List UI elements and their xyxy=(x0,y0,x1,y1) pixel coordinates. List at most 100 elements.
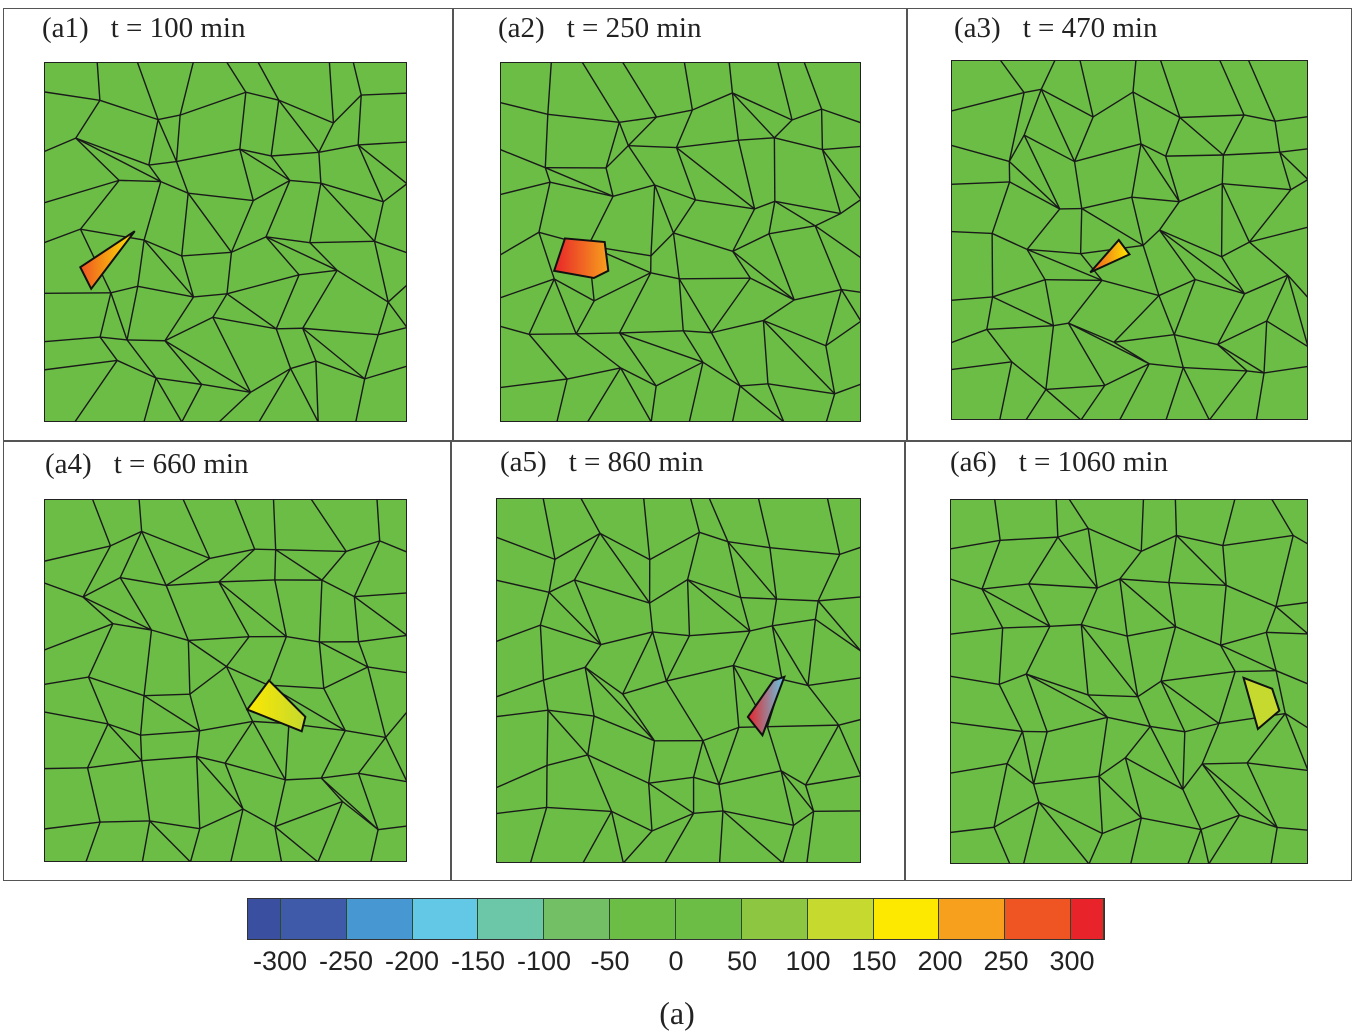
grain-boundary xyxy=(364,334,379,380)
grain-boundary xyxy=(618,332,657,387)
grain-boundary xyxy=(999,361,1013,420)
grain-boundary xyxy=(702,740,720,785)
grain-boundary xyxy=(1247,60,1276,122)
grain-boundary xyxy=(1140,143,1180,203)
grain-boundary xyxy=(318,122,335,153)
grain-boundary xyxy=(225,636,250,667)
grain-boundary xyxy=(777,62,793,121)
grain-boundary xyxy=(1126,635,1139,697)
grain-boundary xyxy=(1221,241,1250,258)
grain-boundary xyxy=(1025,389,1047,420)
grain-boundary xyxy=(1160,626,1177,682)
grain-boundary xyxy=(710,332,741,387)
grain-boundary xyxy=(195,756,201,829)
grain-boundary xyxy=(373,201,385,242)
grain-boundary xyxy=(385,737,407,782)
grain-boundary xyxy=(687,579,751,632)
grain-boundary xyxy=(1202,762,1248,765)
grain-boundary xyxy=(817,600,861,652)
grain-boundary xyxy=(825,320,861,347)
grain-boundary xyxy=(75,137,150,166)
grain-boundary xyxy=(981,588,1051,627)
grain-boundary xyxy=(1246,762,1278,828)
grain-boundary xyxy=(1113,333,1175,343)
grain-boundary xyxy=(820,109,824,150)
grain-boundary xyxy=(672,199,697,234)
grain-boundary xyxy=(274,826,283,862)
grain-boundary xyxy=(722,810,784,863)
grain-boundary xyxy=(357,737,387,774)
grain-boundary xyxy=(773,119,793,139)
grain-boundary xyxy=(1200,814,1240,831)
grain-boundary xyxy=(1270,827,1278,864)
grain-boundary xyxy=(807,684,840,726)
grain-boundary xyxy=(781,678,809,687)
grain-boundary xyxy=(1274,116,1308,122)
colorbar-tick: 150 xyxy=(851,946,897,976)
grain-boundary xyxy=(1119,363,1150,420)
grain-boundary xyxy=(274,579,288,637)
grain-boundary xyxy=(763,319,827,347)
grain-boundary xyxy=(1158,278,1196,297)
grain-boundary xyxy=(321,579,355,598)
grain-boundary xyxy=(107,723,141,736)
grain-boundary xyxy=(622,830,653,863)
grain-boundary xyxy=(218,548,256,583)
grain-boundary xyxy=(1025,625,1051,675)
grain-boundary xyxy=(1174,499,1178,536)
grain-boundary xyxy=(1023,134,1075,163)
grain-boundary xyxy=(500,148,546,169)
grain-boundary xyxy=(187,640,191,695)
grain-boundary xyxy=(86,767,101,823)
grain-boundary xyxy=(650,232,674,257)
grain-boundary xyxy=(1275,535,1294,607)
grain-boundary xyxy=(1222,499,1236,546)
grain-boundary xyxy=(302,269,338,329)
grain-boundary xyxy=(496,624,541,643)
grain-boundary xyxy=(993,499,1001,541)
grain-boundary xyxy=(271,151,319,157)
grain-boundary xyxy=(44,545,111,562)
grain-boundary xyxy=(1130,817,1143,864)
grain-boundary xyxy=(1006,731,1024,764)
grain-boundary xyxy=(209,548,255,560)
grain-boundary xyxy=(1292,534,1308,545)
grain-boundary xyxy=(137,285,194,298)
grain-boundary xyxy=(1265,632,1277,671)
grain-boundary xyxy=(373,241,389,303)
grain-boundary xyxy=(1222,114,1245,156)
grain-boundary xyxy=(1045,325,1055,390)
grain-boundary xyxy=(1243,114,1276,122)
panel-time: t = 250 min xyxy=(566,12,702,44)
grain-boundary xyxy=(141,820,151,862)
grain-boundary xyxy=(1160,670,1236,682)
grain-boundary xyxy=(1220,183,1223,257)
grain-boundary xyxy=(1008,134,1025,162)
grain-map xyxy=(950,499,1308,864)
grain-boundary xyxy=(547,62,553,115)
grain-boundary xyxy=(1026,673,1089,696)
grain-boundary xyxy=(1102,817,1142,835)
grain-boundary xyxy=(353,540,381,597)
grain-boundary xyxy=(1160,680,1186,733)
grain-boundary xyxy=(212,316,252,393)
grain-boundary xyxy=(1097,578,1121,589)
grain-boundary xyxy=(676,139,739,149)
grain-boundary xyxy=(581,62,620,123)
grain-boundary xyxy=(1182,731,1186,790)
grain-boundary xyxy=(1201,723,1220,765)
grain-boundary xyxy=(321,550,347,581)
panel-label: (a3) t = 470 min xyxy=(954,12,1157,45)
grain-boundary xyxy=(250,367,291,393)
grain-boundary xyxy=(1149,726,1184,790)
grain-boundary xyxy=(370,829,379,862)
grain-boundary xyxy=(1220,631,1267,646)
grain-boundary xyxy=(822,145,861,151)
grain-boundary xyxy=(731,92,775,139)
grain-boundary xyxy=(586,367,622,422)
grain-boundary xyxy=(319,641,369,668)
grain-boundary xyxy=(318,580,323,642)
colorbar-tick: 50 xyxy=(726,946,758,976)
grain-boundary xyxy=(1068,499,1089,529)
grain-boundary xyxy=(1168,535,1178,583)
